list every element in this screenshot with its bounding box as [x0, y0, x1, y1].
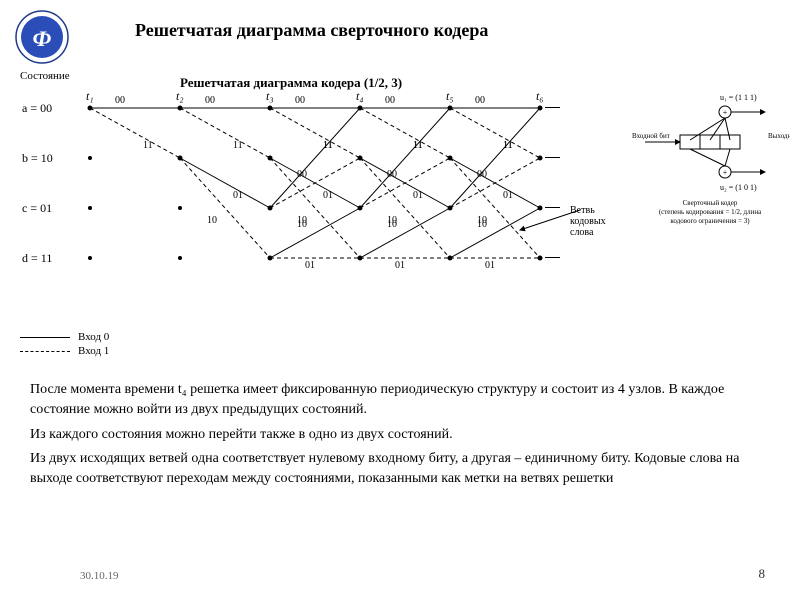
- svg-text:01: 01: [413, 190, 423, 201]
- state-row-label: c = 01: [22, 201, 52, 216]
- svg-text:кодового ограничения = 3): кодового ограничения = 3): [670, 217, 750, 225]
- svg-text:u₂ = (1 0 1): u₂ = (1 0 1): [720, 183, 757, 192]
- svg-text:(степень кодирования = 1/2, дл: (степень кодирования = 1/2, длина: [659, 208, 762, 216]
- svg-text:+: +: [723, 108, 728, 117]
- svg-text:t₁: t₁: [86, 90, 94, 103]
- svg-text:00: 00: [477, 169, 487, 180]
- svg-text:01: 01: [305, 260, 315, 271]
- svg-text:Сверточный кодер: Сверточный кодер: [683, 199, 738, 207]
- svg-text:10: 10: [207, 215, 217, 226]
- svg-text:01: 01: [503, 190, 513, 201]
- para-1: После момента времени t₄ решетка имеет ф…: [30, 380, 770, 421]
- description-text: После момента времени t₄ решетка имеет ф…: [30, 380, 770, 493]
- svg-text:11: 11: [503, 140, 513, 151]
- svg-text:11: 11: [323, 140, 333, 151]
- legend: Вход 0 Вход 1: [20, 330, 109, 358]
- footer-page: 8: [759, 566, 766, 582]
- svg-text:11: 11: [413, 140, 423, 151]
- legend-solid: Вход 0: [78, 331, 109, 343]
- svg-text:t₅: t₅: [446, 90, 454, 103]
- trellis-diagram: 0000000000010101011111111010101111111111…: [20, 90, 630, 325]
- branch-annotation: Ветвь кодовых слова: [570, 205, 620, 238]
- svg-text:t₄: t₄: [356, 90, 364, 103]
- page-title: Решетчатая диаграмма сверточного кодера: [135, 20, 488, 41]
- svg-text:Выходное кодовое слово: Выходное кодовое слово: [768, 132, 790, 140]
- svg-text:00: 00: [475, 95, 485, 106]
- svg-text:00: 00: [205, 95, 215, 106]
- svg-text:+: +: [723, 168, 728, 177]
- encoder-schematic: u₁ = (1 1 1) + Входной бит Выходное кодо…: [630, 90, 790, 235]
- svg-text:00: 00: [385, 95, 395, 106]
- svg-text:t₂: t₂: [176, 90, 184, 103]
- state-row-label: b = 10: [22, 151, 53, 166]
- svg-text:01: 01: [233, 190, 243, 201]
- u1-label: u₁ = (1 1 1): [720, 93, 757, 102]
- svg-text:t₃: t₃: [266, 90, 274, 103]
- svg-text:Ф: Ф: [33, 26, 52, 51]
- svg-text:01: 01: [323, 190, 333, 201]
- footer-date: 30.10.19: [80, 570, 119, 582]
- svg-text:01: 01: [485, 260, 495, 271]
- svg-text:10: 10: [387, 215, 397, 226]
- para-2: Из каждого состояния можно перейти также…: [30, 425, 770, 445]
- university-logo: Ф: [15, 10, 70, 70]
- diagram-subtitle: Решетчатая диаграмма кодера (1/2, 3): [180, 75, 402, 91]
- para-3: Из двух исходящих ветвей одна соответств…: [30, 449, 770, 490]
- svg-text:t₆: t₆: [536, 90, 544, 103]
- svg-text:11: 11: [143, 140, 153, 151]
- svg-text:Входной бит: Входной бит: [632, 132, 670, 140]
- state-row-label: a = 00: [22, 101, 52, 116]
- svg-text:00: 00: [297, 169, 307, 180]
- svg-text:10: 10: [477, 215, 487, 226]
- svg-text:00: 00: [295, 95, 305, 106]
- svg-text:11: 11: [233, 140, 243, 151]
- legend-dashed: Вход 1: [78, 345, 109, 357]
- svg-text:10: 10: [297, 215, 307, 226]
- state-header: Состояние: [20, 70, 70, 82]
- state-row-label: d = 11: [22, 251, 52, 266]
- svg-text:00: 00: [387, 169, 397, 180]
- svg-text:01: 01: [395, 260, 405, 271]
- svg-text:00: 00: [115, 95, 125, 106]
